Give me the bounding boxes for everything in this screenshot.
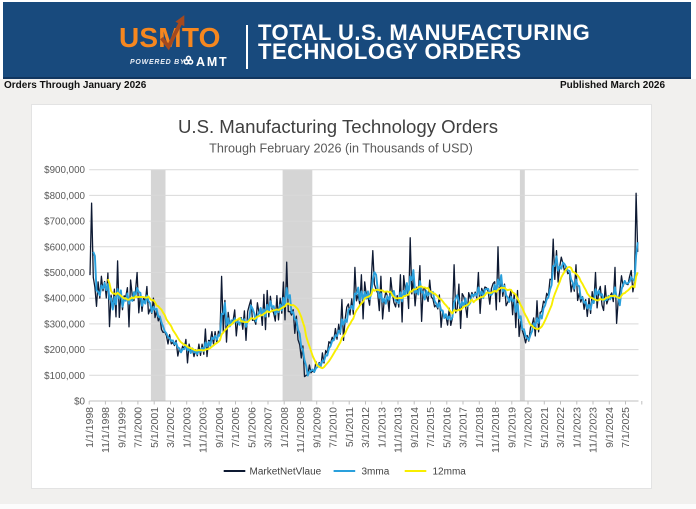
svg-text:9/1/2014: 9/1/2014	[409, 407, 421, 448]
svg-text:5/1/2006: 5/1/2006	[246, 407, 258, 448]
svg-text:11/1/2003: 11/1/2003	[198, 407, 210, 453]
svg-text:9/1/2009: 9/1/2009	[311, 407, 323, 448]
svg-text:1/1/2013: 1/1/2013	[376, 407, 388, 448]
svg-text:MarketNetVlaue: MarketNetVlaue	[250, 467, 322, 478]
svg-text:$700,000: $700,000	[44, 217, 85, 228]
svg-text:3/1/2007: 3/1/2007	[263, 407, 275, 448]
svg-text:$500,000: $500,000	[44, 268, 85, 279]
svg-text:Through February 2026 (in Thou: Through February 2026 (in Thousands of U…	[209, 142, 473, 156]
svg-text:1/1/1998: 1/1/1998	[84, 407, 96, 448]
svg-text:5/1/2001: 5/1/2001	[149, 407, 161, 448]
svg-text:5/1/2016: 5/1/2016	[441, 407, 453, 448]
svg-text:11/1/2023: 11/1/2023	[588, 407, 600, 453]
svg-text:9/1/1999: 9/1/1999	[116, 407, 128, 448]
svg-text:$0: $0	[74, 397, 85, 408]
svg-text:3/1/2022: 3/1/2022	[555, 407, 567, 448]
svg-text:3/1/2002: 3/1/2002	[165, 407, 177, 448]
svg-text:11/1/1998: 11/1/1998	[100, 407, 112, 453]
svg-text:$600,000: $600,000	[44, 242, 85, 253]
svg-text:3mma: 3mma	[362, 467, 390, 478]
svg-text:1/1/2023: 1/1/2023	[571, 407, 583, 448]
svg-text:11/1/2013: 11/1/2013	[393, 407, 405, 453]
svg-text:$100,000: $100,000	[44, 371, 85, 382]
svg-text:7/1/2010: 7/1/2010	[328, 407, 340, 448]
svg-text:1/1/2008: 1/1/2008	[279, 407, 291, 448]
svg-text:1/1/2003: 1/1/2003	[181, 407, 193, 448]
svg-text:3/1/2017: 3/1/2017	[458, 407, 470, 448]
svg-text:9/1/2004: 9/1/2004	[214, 407, 226, 448]
svg-text:7/1/2025: 7/1/2025	[620, 407, 632, 448]
svg-text:7/1/2000: 7/1/2000	[133, 407, 145, 448]
svg-text:$900,000: $900,000	[44, 165, 85, 176]
svg-text:3/1/2012: 3/1/2012	[360, 407, 372, 448]
svg-text:7/1/2005: 7/1/2005	[230, 407, 242, 448]
svg-text:$800,000: $800,000	[44, 191, 85, 202]
svg-text:U.S. Manufacturing Technology: U.S. Manufacturing Technology Orders	[178, 116, 498, 137]
svg-text:7/1/2015: 7/1/2015	[425, 407, 437, 448]
svg-text:$200,000: $200,000	[44, 345, 85, 356]
svg-text:12mma: 12mma	[433, 467, 467, 478]
svg-text:9/1/2019: 9/1/2019	[506, 407, 518, 448]
svg-text:1/1/2018: 1/1/2018	[474, 407, 486, 448]
svg-text:7/1/2020: 7/1/2020	[523, 407, 535, 448]
svg-text:11/1/2018: 11/1/2018	[490, 407, 502, 453]
svg-text:5/1/2011: 5/1/2011	[344, 407, 356, 447]
svg-text:9/1/2024: 9/1/2024	[604, 407, 616, 448]
svg-text:11/1/2008: 11/1/2008	[295, 407, 307, 453]
svg-text:$400,000: $400,000	[44, 294, 85, 305]
svg-text:5/1/2021: 5/1/2021	[539, 407, 551, 448]
svg-text:$300,000: $300,000	[44, 319, 85, 330]
